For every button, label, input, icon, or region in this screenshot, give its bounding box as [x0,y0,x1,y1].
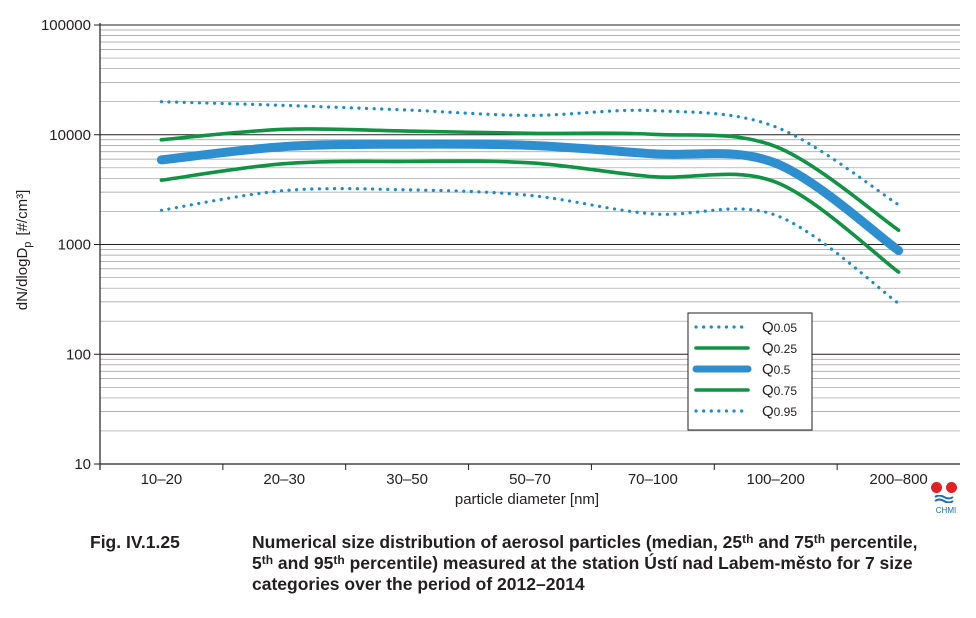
legend-label: Q0.75 [762,382,797,399]
caption-text: Numerical size distribution of aerosol p… [252,532,918,594]
series-line-q0-5 [156,139,904,256]
series-line-q0-75 [159,127,901,232]
y-axis-label-main: dN/dlogD [14,248,31,311]
axes [99,23,960,470]
series-line-q0-25 [159,159,901,274]
y-axis-label: dN/dlogDp [#/cm³] [14,190,34,311]
x-axis-label: particle diameter [nm] [455,491,599,508]
legend-label: Q0.95 [762,403,797,420]
series-line-q0-95 [159,100,901,207]
x-tick-label: 100–200 [747,471,805,488]
logo-dot-icon [946,482,957,493]
figure-caption: Fig. IV.1.25 Numerical size distribution… [90,532,950,595]
chmi-logo: CHMI [928,482,964,516]
y-tick-labels: 10 100 1000 10000 100000 [41,17,100,473]
legend-label: Q0.05 [762,319,797,336]
y-axis-label-unit: [#/cm³] [14,190,31,236]
y-tick-label: 10 [74,456,91,473]
chart: 10 100 1000 10000 100000 10–20 20–30 30–50 50–7… [14,17,960,508]
y-tick-label: 1000 [58,237,91,254]
minor-gridlines [100,29,960,432]
legend: Q0.05 Q0.25 Q0.5 Q0.75 Q0.95 [687,312,813,431]
logo-text: CHMI [935,506,957,515]
y-tick-label: 100 [66,346,91,363]
legend-label: Q0.5 [762,361,791,378]
logo-dot-icon [931,482,942,493]
caption-label: Fig. IV.1.25 [90,532,180,552]
x-tick-label: 20–30 [263,471,305,488]
x-tick-label: 50–70 [509,471,551,488]
legend-label: Q0.25 [762,340,797,357]
x-tick-label: 70–100 [628,471,678,488]
y-tick-label: 10000 [49,127,91,144]
x-tick-label: 10–20 [141,471,183,488]
x-tick-labels: 10–20 20–30 30–50 50–70 70–100 100–200 200–800 [141,464,928,488]
series-lines [156,100,904,306]
series-line-q0-05 [159,187,901,306]
logo-wave-icon [934,495,954,503]
x-tick-label: 200–800 [869,471,927,488]
y-axis-label-subscript: p [22,242,34,248]
y-tick-label: 100000 [41,17,91,34]
x-tick-label: 30–50 [386,471,428,488]
